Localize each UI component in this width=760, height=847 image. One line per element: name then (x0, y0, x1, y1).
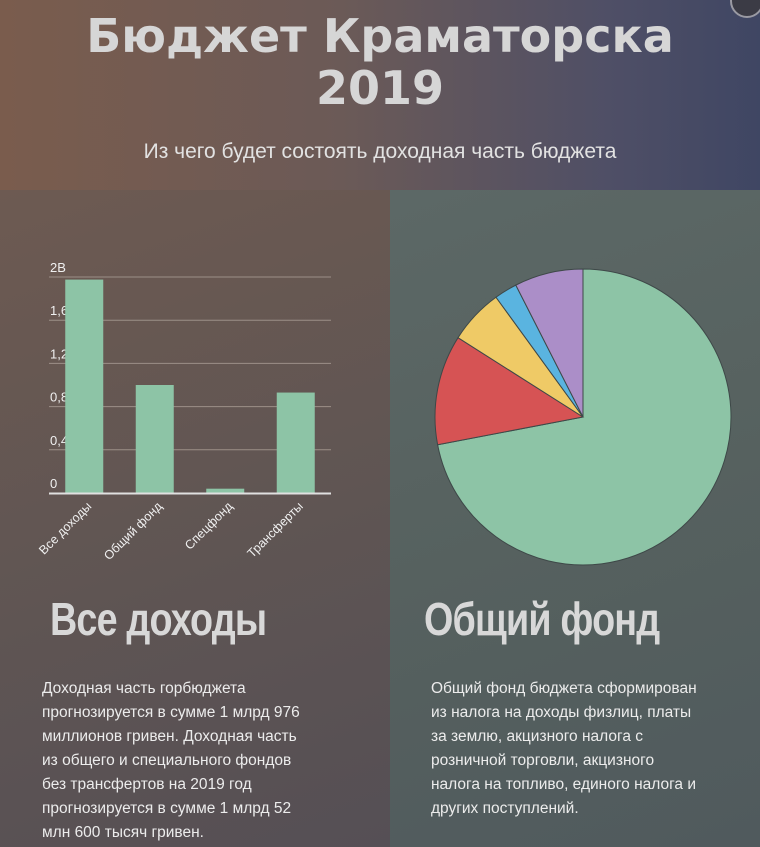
general-fund-text: Общий фонд бюджета сформирован из налога… (431, 677, 697, 821)
x-tick-label: Трансферты (245, 499, 306, 560)
all-income-line: прогнозируется в сумме 1 млрд 976 (42, 704, 300, 721)
x-tick-label: Все доходы (36, 499, 94, 557)
bar (135, 385, 174, 493)
all-income-line: Доходная часть горбюджета (42, 680, 246, 697)
general-fund-title: Общий фонд (424, 593, 660, 645)
general-fund-line: из налога на доходы физлиц, платы (431, 704, 692, 721)
pie-slice (434, 337, 585, 446)
pie-slice (515, 268, 584, 418)
general-fund-line: Общий фонд бюджета сформирован (431, 680, 697, 697)
left-panel: 0 0,4B 0,8B 1,2B 1,6B 2B Все доходы Общий фонд С… (0, 190, 390, 847)
right-panel: Общий фонд Общий фонд бюджета сформирова… (390, 190, 760, 847)
general-fund-line: за землю, акцизного налога с (431, 728, 643, 745)
all-income-line: из общего и специального фондов (42, 752, 292, 769)
bar (276, 392, 315, 493)
y-tick-label: 0 (50, 476, 57, 491)
page-title-line-1: Бюджет Краматорска (86, 9, 674, 63)
x-tick-label: Общий фонд (101, 499, 165, 563)
general-fund-line: розничной торговли, акцизного (431, 752, 655, 769)
all-income-line: миллионов гривен. Доходная часть (42, 728, 297, 745)
pie-chart (434, 268, 732, 566)
x-tick-label: Спецфонд (182, 499, 236, 553)
all-income-title: Все доходы (50, 593, 267, 645)
header-banner: Бюджет Краматорска 2019 Из чего будет со… (0, 0, 760, 190)
general-fund-line: других поступлений. (431, 800, 579, 817)
page-title: Бюджет Краматорска 2019 (0, 10, 760, 114)
page-title-line-2: 2019 (315, 61, 445, 115)
all-income-line: без трансфертов на 2019 год (42, 776, 252, 793)
pie-slice (437, 268, 732, 566)
y-tick-label: 2B (50, 260, 66, 275)
all-income-text: Доходная часть горбюджета прогнозируется… (42, 677, 300, 845)
bar (206, 488, 245, 493)
all-income-line: прогнозируется в сумме 1 млрд 52 (42, 800, 292, 817)
bar (65, 279, 104, 493)
general-fund-line: налога на топливо, единого налога и (431, 776, 696, 793)
all-income-line: млн 600 тысяч гривен. (42, 824, 204, 841)
page-subtitle: Из чего будет состоять доходная часть бю… (143, 140, 617, 163)
corner-button[interactable] (730, 0, 760, 18)
